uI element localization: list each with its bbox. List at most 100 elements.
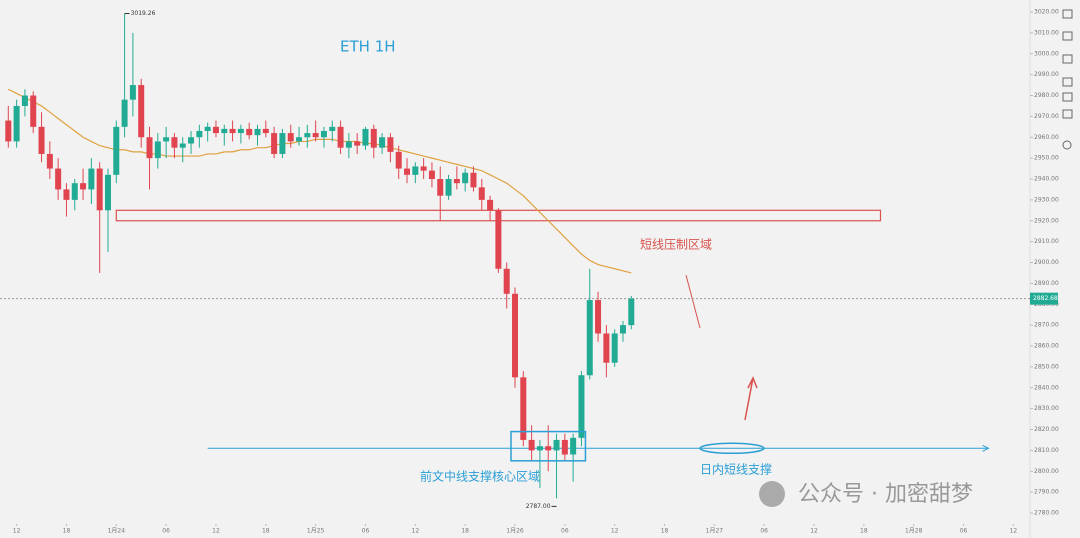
y-tick-label: 2820.00 — [1034, 426, 1059, 433]
candle-body — [478, 187, 485, 200]
y-tick-label: 2950.00 — [1034, 155, 1059, 162]
candle-body — [437, 179, 444, 196]
candle-body — [138, 85, 145, 138]
candle-body — [88, 168, 95, 190]
x-tick-label: 12 — [810, 528, 818, 535]
candle-body — [536, 446, 543, 451]
candle-body — [179, 143, 186, 148]
candle-body — [379, 137, 386, 148]
candle-body — [370, 128, 377, 148]
candle-body — [171, 137, 178, 148]
candle-body — [13, 105, 20, 142]
candle-body — [412, 166, 419, 175]
y-tick-label: 3010.00 — [1034, 29, 1059, 36]
x-tick-label: 06 — [561, 528, 569, 535]
tool-icon[interactable] — [1062, 9, 1073, 19]
candle-body — [237, 128, 244, 134]
x-tick-label: 12 — [1010, 528, 1018, 535]
tool-icon[interactable] — [1062, 92, 1073, 102]
x-tick-label: 12 — [13, 528, 21, 535]
tool-icon[interactable] — [1062, 54, 1073, 64]
toolbar[interactable] — [1062, 9, 1073, 150]
chart-title: ETH 1H — [340, 38, 396, 56]
candle-body — [287, 133, 294, 142]
x-tick-label: 1月27 — [706, 528, 724, 535]
y-tick-label: 2810.00 — [1034, 447, 1059, 454]
candle-body — [578, 375, 585, 438]
y-tick-label: 2960.00 — [1034, 134, 1059, 141]
candle-body — [595, 300, 602, 334]
candle-body — [603, 333, 610, 363]
candle-body — [503, 268, 510, 294]
candle-body — [528, 439, 535, 451]
y-tick-label: 2840.00 — [1034, 384, 1059, 391]
x-tick-label: 18 — [262, 528, 270, 535]
annotation: 日内短线支撑 — [700, 462, 772, 477]
arrow — [744, 376, 758, 421]
candle-body — [63, 189, 70, 200]
candle-body — [553, 439, 560, 451]
tool-icon[interactable] — [1062, 31, 1073, 41]
candle-body — [320, 130, 327, 138]
candle-body — [428, 170, 435, 179]
candle-body — [196, 130, 203, 138]
candle-body — [221, 128, 228, 134]
candle-body — [304, 133, 311, 138]
x-tick-label: 06 — [162, 528, 170, 535]
candle-body — [154, 141, 161, 159]
candle-body — [345, 141, 352, 148]
candle-body — [395, 151, 402, 169]
candle-body — [129, 85, 136, 100]
moving-average — [8, 88, 632, 274]
x-tick-label: 1月24 — [108, 528, 126, 535]
candle-body — [462, 172, 469, 184]
candle-body — [30, 95, 37, 127]
x-tick-label: 06 — [362, 528, 370, 535]
y-tick-label: 2890.00 — [1034, 280, 1059, 287]
candle-body — [71, 183, 78, 200]
y-tick-label: 2970.00 — [1034, 113, 1059, 120]
x-tick-label: 1月26 — [506, 528, 524, 535]
tool-icon[interactable] — [1062, 140, 1072, 150]
candle-body — [329, 126, 336, 131]
wechat-icon — [759, 481, 785, 507]
y-tick-label: 2940.00 — [1034, 176, 1059, 183]
candle-body — [487, 199, 494, 211]
candle-body — [279, 133, 286, 154]
y-tick-label: 2900.00 — [1034, 259, 1059, 266]
candle-body — [296, 137, 303, 142]
candle-body — [121, 99, 128, 127]
candle-body — [387, 137, 394, 152]
candle-body — [520, 377, 527, 440]
x-tick-label: 06 — [760, 528, 768, 535]
candle-body — [445, 179, 452, 196]
low-label: 2787.00 — [526, 503, 551, 510]
y-tick-label: 2790.00 — [1034, 489, 1059, 496]
candle-body — [545, 446, 552, 451]
candle-body — [163, 137, 170, 142]
candle-body — [204, 126, 211, 131]
candle-body — [254, 128, 261, 136]
tool-icon[interactable] — [1062, 77, 1073, 87]
y-tick-label: 2980.00 — [1034, 92, 1059, 99]
candle-body — [46, 153, 53, 169]
y-tick-label: 2780.00 — [1034, 510, 1059, 517]
y-tick-label: 3020.00 — [1034, 9, 1059, 16]
x-tick-label: 18 — [63, 528, 71, 535]
candle-body — [113, 126, 120, 175]
annotation: 前文中线支撑核心区域 — [420, 469, 540, 484]
candle-body — [628, 298, 635, 326]
candle-body — [420, 166, 427, 171]
candle-body — [104, 174, 111, 211]
candle-body — [271, 133, 278, 154]
candle-body — [246, 128, 253, 136]
candle-body — [96, 168, 103, 211]
candle-body — [312, 133, 319, 138]
x-tick-label: 12 — [412, 528, 420, 535]
highlight — [699, 442, 765, 455]
candle-body — [404, 168, 411, 175]
candle-body — [586, 300, 593, 376]
y-tick-label: 2870.00 — [1034, 322, 1059, 329]
tool-icon[interactable] — [1062, 109, 1073, 119]
